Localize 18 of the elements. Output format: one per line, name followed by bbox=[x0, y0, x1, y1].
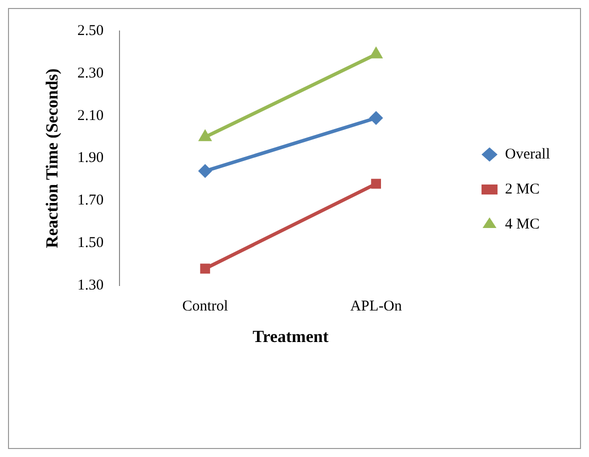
y-tick-label: 1.30 bbox=[77, 278, 104, 294]
y-tick-label: 1.70 bbox=[77, 192, 104, 209]
point bbox=[369, 110, 384, 125]
x-tick-label: APL-On bbox=[350, 298, 402, 315]
y-tick-label: 2.30 bbox=[77, 65, 104, 82]
legend-label: 2 MC bbox=[505, 181, 540, 198]
point bbox=[371, 178, 382, 189]
y-tick-label: 1.50 bbox=[77, 235, 104, 252]
legend-label: Overall bbox=[505, 146, 550, 162]
point bbox=[198, 164, 212, 178]
y-axis-title: Reaction Time (Seconds) bbox=[42, 68, 62, 248]
x-axis-title: Treatment bbox=[252, 327, 329, 346]
x-tick-label: Control bbox=[182, 298, 228, 315]
y-tick-label: 1.90 bbox=[77, 150, 104, 166]
y-tick-label: 2.50 bbox=[77, 22, 104, 39]
y-tick-label: 2.10 bbox=[77, 108, 104, 124]
point bbox=[200, 264, 210, 274]
legend-label: 4 MC bbox=[505, 216, 540, 232]
